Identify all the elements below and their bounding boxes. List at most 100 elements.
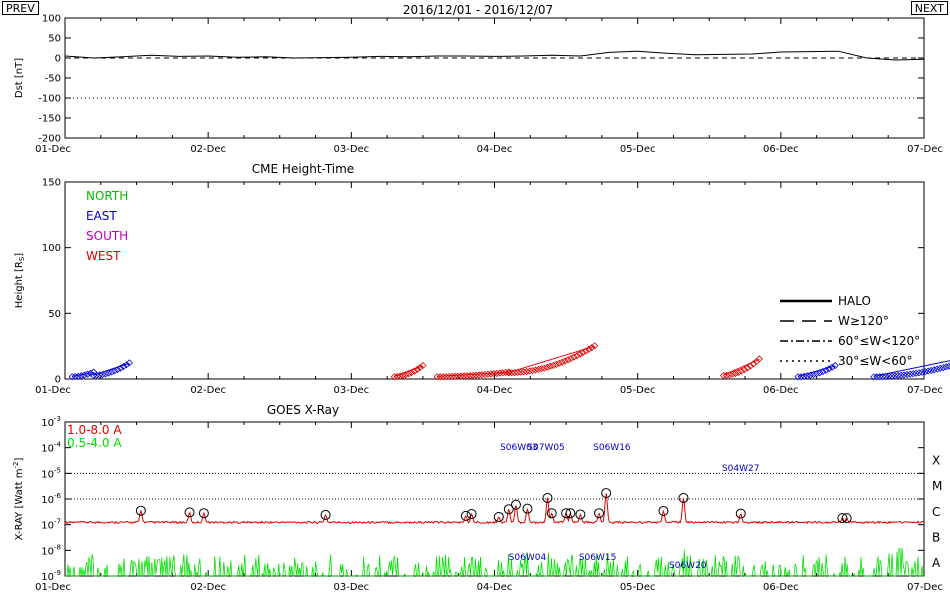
cme-point (885, 372, 893, 380)
cme-legend-width-label: 60°≤W<120° (838, 334, 920, 348)
dst-ytick-label: -50 (45, 74, 61, 85)
flare-label: S06W16 (593, 443, 631, 453)
cme-point (555, 359, 563, 367)
xray-ytick-label: 10-8 (41, 543, 61, 557)
cme-point (806, 371, 814, 379)
cme-point (419, 361, 427, 370)
cme-xtick-label: 02-Dec (190, 385, 226, 396)
dst-ytick-label: 50 (48, 34, 61, 45)
flare-marker (561, 508, 572, 519)
cme-point (894, 371, 902, 380)
xray-long-wavelength-line (64, 493, 925, 525)
cme-point (912, 369, 920, 377)
cme-point (567, 354, 575, 363)
flare-marker (460, 510, 471, 521)
dst-xtick-label: 05-Dec (620, 144, 656, 155)
cme-xtick-label: 01-Dec (35, 385, 71, 396)
cme-point (561, 357, 569, 365)
flare-marker (510, 499, 521, 510)
xray-xtick-label: 06-Dec (763, 582, 799, 593)
dst-ytick-label: 100 (42, 14, 61, 25)
xray-ytick-label: 10-3 (41, 415, 61, 429)
xray-xtick-label: 03-Dec (333, 582, 369, 593)
cme-point (936, 364, 944, 372)
dst-ytick-label: -100 (38, 94, 61, 105)
cme-point (819, 368, 827, 376)
cme-point (809, 371, 818, 379)
cme-legend-north: NORTH (86, 189, 128, 203)
xray-class-label: X (932, 454, 940, 468)
xray-xtick-label: 07-Dec (907, 582, 943, 593)
flare-marker (546, 508, 557, 519)
flare-label: S04W27 (722, 464, 760, 474)
cme-point (579, 349, 587, 357)
cme-point (728, 370, 737, 378)
flare-marker (503, 504, 514, 515)
cme-point (525, 367, 534, 375)
cme-point (540, 364, 548, 372)
flare-marker (466, 509, 477, 520)
cme-point (816, 369, 824, 377)
cme-fit-line (93, 362, 130, 376)
flare-marker (678, 492, 689, 503)
cme-point (99, 370, 107, 379)
xray-legend-entry: 1.0-8.0 A (67, 423, 122, 437)
cme-legend-south: SOUTH (86, 229, 128, 243)
page-title: 2016/12/01 - 2016/12/07 (403, 3, 553, 17)
dst-ylabel: Dst [nT] (14, 58, 25, 98)
cme-point (906, 370, 914, 378)
flare-marker (735, 508, 746, 519)
cme-point (543, 363, 551, 371)
cme-point (407, 368, 416, 377)
dst-xtick-label: 02-Dec (190, 144, 226, 155)
prev-button[interactable]: PREV (2, 1, 39, 15)
cme-fit-line (723, 358, 760, 376)
cme-ytick-label: 150 (42, 178, 61, 189)
cme-point (924, 367, 932, 375)
cme-ytick-label: 50 (48, 309, 61, 320)
flare-label: S06W20 (669, 561, 707, 571)
cme-point (903, 370, 911, 379)
cme-point (725, 371, 734, 379)
xray-xtick-label: 02-Dec (190, 582, 226, 593)
cme-point (743, 364, 751, 372)
xray-xtick-label: 01-Dec (35, 582, 71, 593)
cme-point (104, 369, 113, 377)
cme-point (942, 363, 950, 371)
flare-marker (837, 513, 848, 524)
cme-point (909, 370, 917, 378)
flare-label: S06W03 (500, 443, 538, 453)
cme-point (523, 367, 531, 376)
cme-point (499, 369, 507, 377)
dst-ytick-label: 0 (55, 54, 61, 65)
cme-point (573, 352, 581, 360)
flare-marker (522, 503, 533, 514)
flare-marker (184, 507, 195, 518)
cme-point (502, 368, 510, 376)
cme-point (110, 367, 119, 375)
cme-point (737, 367, 746, 375)
cme-xtick-label: 04-Dec (477, 385, 513, 396)
cme-point (740, 366, 749, 374)
cme-xtick-label: 07-Dec (907, 385, 943, 396)
xray-short-wavelength-line (65, 547, 924, 578)
cme-point (803, 372, 811, 380)
cme-point (755, 355, 763, 363)
dst-xtick-label: 01-Dec (35, 144, 71, 155)
xray-xtick-label: 04-Dec (477, 582, 513, 593)
dst-xtick-label: 06-Dec (763, 144, 799, 155)
dst-xtick-label: 07-Dec (907, 144, 943, 155)
flare-marker (601, 488, 612, 499)
xray-legend-entry: 0.5-4.0 A (67, 436, 122, 450)
flare-label: S06W15 (579, 553, 617, 563)
cme-point (888, 372, 896, 380)
cme-xtick-label: 05-Dec (620, 385, 656, 396)
cme-point (399, 372, 407, 380)
cme-point (113, 366, 122, 374)
cme-xtick-label: 06-Dec (763, 385, 799, 396)
cme-fit-line (873, 360, 950, 377)
next-button[interactable]: NEXT (910, 1, 948, 15)
xray-ytick-label: 10-7 (41, 518, 61, 532)
cme-point (731, 369, 740, 378)
